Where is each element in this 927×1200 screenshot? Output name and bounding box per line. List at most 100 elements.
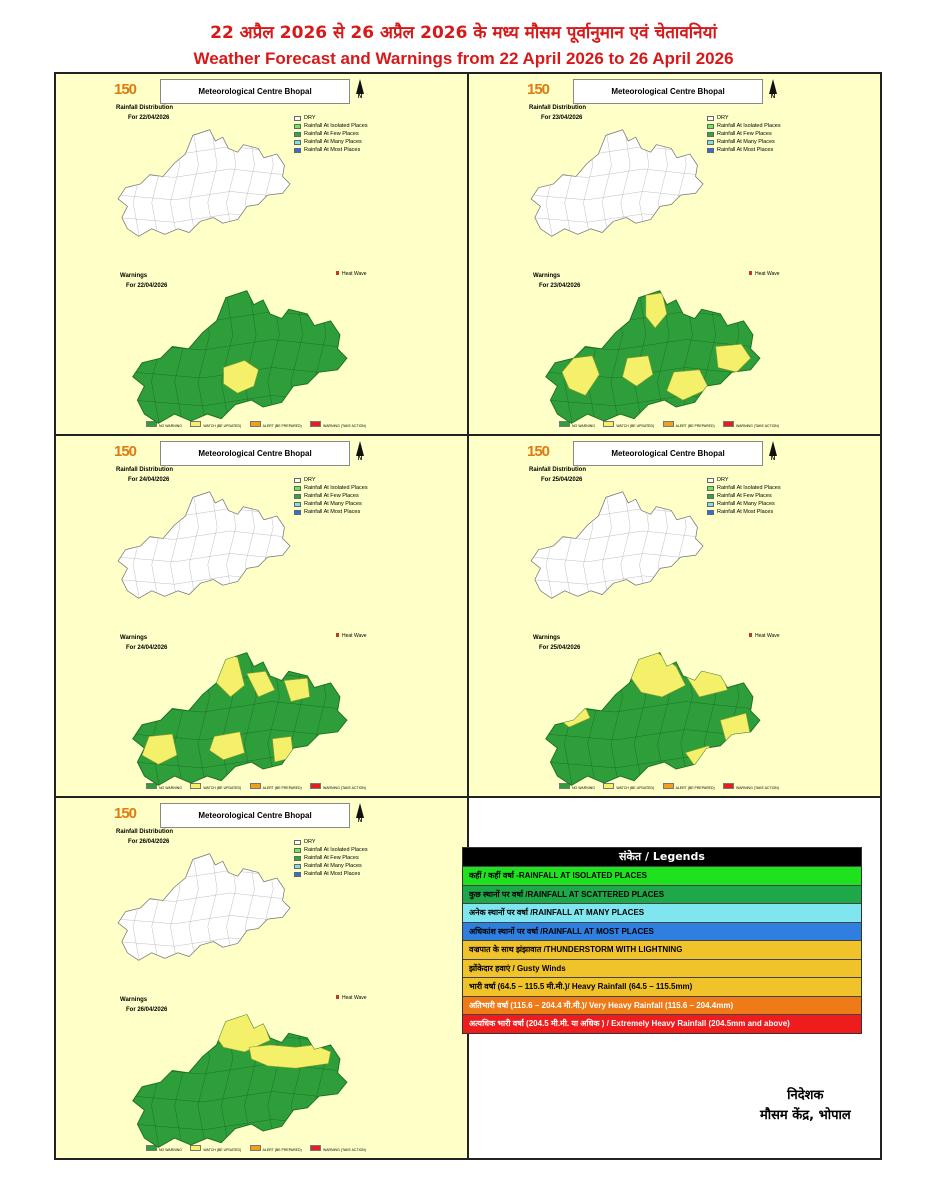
state-outline bbox=[530, 129, 704, 237]
rain-legend-item: Rainfall At Many Places bbox=[294, 500, 368, 508]
warning-legend-label: NO WARNING bbox=[159, 424, 183, 428]
heat-wave-legend: Heat Wave bbox=[336, 633, 367, 639]
rain-legend-item: DRY bbox=[294, 114, 368, 122]
rain-legend-item: DRY bbox=[294, 838, 368, 846]
warning-legend-label: WATCH (BE UPDATED) bbox=[203, 1148, 242, 1152]
north-label: N bbox=[357, 94, 363, 100]
warning-legend-item: ALERT (BE PREPARED) bbox=[249, 421, 302, 428]
warning-legend-item: ALERT (BE PREPARED) bbox=[249, 1145, 302, 1152]
warning-legend-item: WARNING (TAKE ACTION) bbox=[310, 783, 366, 790]
legends-box: संकेत / Legends कहीं / कहीं वर्षा -RAINF… bbox=[462, 847, 862, 1034]
north-arrow-icon: N bbox=[354, 441, 366, 469]
warning-legend: NO WARNING WATCH (BE UPDATED) ALERT (BE PR… bbox=[146, 783, 366, 790]
district-boundary bbox=[601, 129, 612, 237]
imd-150-logo: 150 bbox=[114, 803, 150, 833]
rain-date: For 25/04/2026 bbox=[541, 477, 583, 483]
warning-legend-label: NO WARNING bbox=[572, 424, 596, 428]
warn-date: For 23/04/2026 bbox=[539, 283, 581, 289]
warning-legend-item: WATCH (BE UPDATED) bbox=[190, 421, 241, 428]
warning-legend-label: NO WARNING bbox=[572, 786, 596, 790]
north-label: N bbox=[357, 456, 363, 462]
logo-number: 150 bbox=[114, 805, 137, 822]
rain-legend-label: Rainfall At Most Places bbox=[717, 509, 774, 515]
logo-number: 150 bbox=[527, 443, 550, 460]
logo-number: 150 bbox=[527, 81, 550, 98]
rainfall-map bbox=[117, 853, 291, 961]
rain-legend: DRY Rainfall At Isolated Places Rainfall A… bbox=[707, 114, 781, 154]
warn-title: Warnings bbox=[120, 273, 148, 279]
rain-legend: DRY Rainfall At Isolated Places Rainfall A… bbox=[294, 476, 368, 516]
warn-title: Warnings bbox=[533, 273, 561, 279]
rain-legend-item: Rainfall At Most Places bbox=[294, 146, 368, 154]
legend-item: अनेक स्थानों पर वर्षा /RAINFALL AT MANY … bbox=[463, 903, 861, 922]
heat-wave-label: Heat Wave bbox=[342, 633, 367, 639]
watch-region bbox=[141, 733, 178, 765]
watch-region bbox=[272, 736, 294, 763]
heat-wave-legend: Heat Wave bbox=[336, 995, 367, 1001]
watch-region bbox=[645, 292, 668, 329]
heat-wave-label: Heat Wave bbox=[755, 271, 780, 277]
watch-region bbox=[715, 343, 751, 373]
rainfall-map bbox=[530, 491, 704, 599]
imd-150-logo: 150 bbox=[114, 79, 150, 109]
centre-title: Meteorological Centre Bhopal bbox=[160, 803, 350, 828]
warning-map bbox=[132, 290, 348, 424]
warning-legend-item: NO WARNING bbox=[146, 421, 182, 428]
state-outline bbox=[117, 853, 291, 961]
warn-date: For 25/04/2026 bbox=[539, 645, 581, 651]
warn-date: For 24/04/2026 bbox=[126, 645, 168, 651]
warn-title: Warnings bbox=[533, 635, 561, 641]
rain-legend-item: Rainfall At Isolated Places bbox=[294, 122, 368, 130]
rain-legend-item: Rainfall At Most Places bbox=[294, 870, 368, 878]
heat-wave-label: Heat Wave bbox=[342, 995, 367, 1001]
rain-legend-label: Rainfall At Isolated Places bbox=[717, 123, 781, 129]
rain-legend-label: Rainfall At Few Places bbox=[717, 131, 772, 137]
rain-legend-label: Rainfall At Isolated Places bbox=[304, 485, 368, 491]
warn-date: For 26/04/2026 bbox=[126, 1007, 168, 1013]
warning-map bbox=[545, 652, 761, 786]
rainfall-map bbox=[530, 129, 704, 237]
district-boundary bbox=[188, 853, 199, 961]
rain-legend-item: Rainfall At Isolated Places bbox=[707, 484, 781, 492]
warning-legend: NO WARNING WATCH (BE UPDATED) ALERT (BE PR… bbox=[559, 783, 779, 790]
watch-region bbox=[666, 369, 710, 401]
rain-legend-label: Rainfall At Few Places bbox=[304, 131, 359, 137]
warning-legend-label: WATCH (BE UPDATED) bbox=[203, 786, 242, 790]
warning-legend-label: WARNING (TAKE ACTION) bbox=[736, 424, 779, 428]
rain-legend-item: Rainfall At Isolated Places bbox=[294, 484, 368, 492]
rain-legend-item: Rainfall At Many Places bbox=[707, 500, 781, 508]
state-outline bbox=[117, 129, 291, 237]
forecast-panel: 150 Meteorological Centre Bhopal N Rainf… bbox=[55, 73, 468, 435]
centre-title: Meteorological Centre Bhopal bbox=[160, 441, 350, 466]
rain-date: For 26/04/2026 bbox=[128, 839, 170, 845]
district-boundary bbox=[118, 553, 291, 563]
forecast-panel: 150 Meteorological Centre Bhopal N Rainf… bbox=[468, 73, 881, 435]
warning-legend-label: WARNING (TAKE ACTION) bbox=[323, 1148, 366, 1152]
warning-legend-item: ALERT (BE PREPARED) bbox=[662, 421, 715, 428]
warning-legend-item: ALERT (BE PREPARED) bbox=[249, 783, 302, 790]
watch-region bbox=[283, 677, 310, 702]
north-arrow-icon: N bbox=[767, 441, 779, 469]
warning-map bbox=[132, 1014, 348, 1148]
watch-region bbox=[561, 355, 600, 396]
warning-legend-item: NO WARNING bbox=[146, 1145, 182, 1152]
district-boundary bbox=[188, 129, 199, 237]
warning-legend-label: WARNING (TAKE ACTION) bbox=[736, 786, 779, 790]
heat-wave-label: Heat Wave bbox=[755, 633, 780, 639]
legend-item: भारी वर्षा (64.5 – 115.5 मी.मी.)/ Heavy … bbox=[463, 977, 861, 996]
rain-legend-label: DRY bbox=[304, 115, 316, 121]
warning-legend-label: WARNING (TAKE ACTION) bbox=[323, 424, 366, 428]
centre-title: Meteorological Centre Bhopal bbox=[573, 79, 763, 104]
imd-150-logo: 150 bbox=[527, 441, 563, 471]
warning-legend-label: NO WARNING bbox=[159, 1148, 183, 1152]
rain-legend-label: Rainfall At Isolated Places bbox=[717, 485, 781, 491]
warning-legend-item: WATCH (BE UPDATED) bbox=[190, 1145, 241, 1152]
rain-legend-label: Rainfall At Isolated Places bbox=[304, 123, 368, 129]
logo-number: 150 bbox=[114, 443, 137, 460]
watch-region bbox=[248, 1044, 331, 1069]
signature-office: मौसम केंद्र, भोपाल bbox=[760, 1108, 851, 1123]
rain-legend-item: Rainfall At Few Places bbox=[294, 854, 368, 862]
rain-legend-item: DRY bbox=[707, 476, 781, 484]
warning-legend-label: WATCH (BE UPDATED) bbox=[616, 424, 655, 428]
watch-region bbox=[209, 731, 245, 761]
